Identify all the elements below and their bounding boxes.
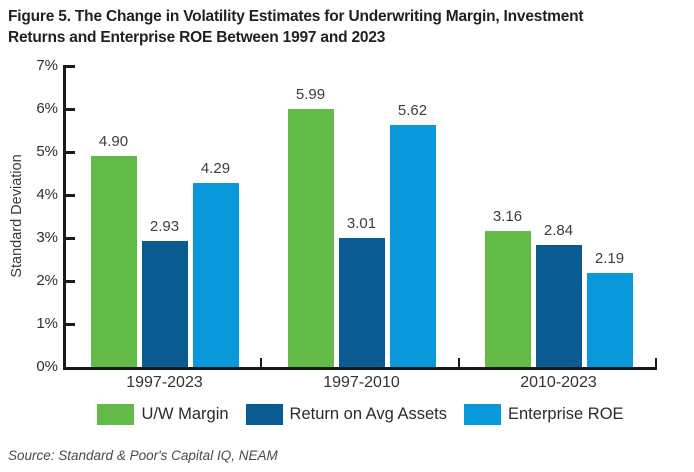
category-label: 2010-2023 bbox=[520, 374, 597, 391]
bar-value-label: 5.62 bbox=[397, 102, 428, 120]
bar-value-label: 2.93 bbox=[149, 218, 180, 236]
legend-label: Enterprise ROE bbox=[508, 405, 624, 423]
bar-column: 2.84 bbox=[535, 221, 582, 367]
y-tick-label: 4% bbox=[36, 186, 58, 203]
bar-value-label: 4.29 bbox=[200, 159, 231, 177]
bar-value-label: 5.99 bbox=[295, 86, 326, 104]
source-note: Source: Standard & Poor's Capital IQ, NE… bbox=[8, 448, 278, 463]
legend-swatch bbox=[97, 404, 135, 425]
bar bbox=[338, 237, 385, 367]
y-tick-label: 6% bbox=[36, 100, 58, 117]
legend: U/W Margin Return on Avg Assets Enterprise… bbox=[65, 404, 656, 425]
chart-title-line1: Figure 5. The Change in Volatility Estim… bbox=[8, 8, 584, 25]
y-tick-mark bbox=[66, 65, 75, 68]
chart-title-line2: Returns and Enterprise ROE Between 1997 … bbox=[8, 29, 386, 46]
category-label: 1997-2023 bbox=[126, 374, 203, 391]
legend-item: U/W Margin bbox=[97, 404, 229, 425]
y-tick-mark bbox=[66, 237, 75, 240]
y-tick-mark bbox=[66, 151, 75, 154]
legend-label: U/W Margin bbox=[141, 405, 229, 423]
bar-value-label: 4.90 bbox=[98, 133, 129, 151]
bar bbox=[484, 231, 531, 367]
bar-column: 3.16 bbox=[484, 208, 531, 367]
y-tick-mark bbox=[66, 108, 75, 111]
x-axis-category-labels: 1997-2023 1997-2010 2010-2023 bbox=[66, 374, 657, 392]
bar-column: 3.01 bbox=[338, 214, 385, 367]
x-axis-line bbox=[63, 367, 657, 370]
bar-value-label: 3.01 bbox=[346, 214, 377, 232]
bar bbox=[141, 241, 188, 367]
bar-column: 4.29 bbox=[192, 159, 239, 367]
y-axis-tick-labels: 0% 1% 2% 3% 4% 5% 6% 7% bbox=[14, 0, 58, 400]
bar-column: 4.90 bbox=[90, 133, 137, 367]
bar-group: 5.99 3.01 5.62 bbox=[263, 66, 460, 367]
y-tick-label: 3% bbox=[36, 229, 58, 246]
bar-value-label: 2.19 bbox=[594, 249, 625, 267]
y-tick-mark bbox=[66, 194, 75, 197]
y-tick-label: 2% bbox=[36, 272, 58, 289]
bar-column: 2.19 bbox=[586, 249, 633, 367]
legend-swatch bbox=[245, 404, 283, 425]
chart-title: Figure 5. The Change in Volatility Estim… bbox=[8, 6, 584, 48]
x-tick-mark bbox=[457, 358, 461, 367]
x-tick-mark bbox=[654, 358, 657, 367]
legend-swatch bbox=[464, 404, 501, 425]
bar-value-label: 3.16 bbox=[492, 208, 523, 226]
bar bbox=[586, 272, 633, 367]
y-tick-label: 0% bbox=[36, 358, 58, 375]
y-tick-label: 7% bbox=[36, 57, 58, 74]
plot-area: 4.90 2.93 4.29 5.99 3.01 5.62 3.16 2.84 2.19 bbox=[66, 66, 657, 367]
bar bbox=[287, 109, 334, 367]
legend-item: Return on Avg Assets bbox=[245, 404, 447, 425]
x-tick-mark bbox=[259, 358, 263, 367]
category-label: 1997-2010 bbox=[323, 374, 400, 391]
bar-column: 5.62 bbox=[389, 102, 436, 367]
y-axis-line bbox=[63, 65, 66, 370]
legend-item: Enterprise ROE bbox=[464, 404, 624, 425]
bar-column: 2.93 bbox=[141, 218, 188, 367]
bar bbox=[90, 156, 137, 367]
bar-group: 4.90 2.93 4.29 bbox=[66, 66, 263, 367]
y-tick-label: 1% bbox=[36, 315, 58, 332]
y-tick-label: 5% bbox=[36, 143, 58, 160]
bar-value-label: 2.84 bbox=[543, 221, 574, 239]
bar bbox=[192, 182, 239, 367]
bar bbox=[389, 125, 436, 367]
y-tick-mark bbox=[66, 323, 75, 326]
legend-label: Return on Avg Assets bbox=[289, 405, 447, 423]
y-tick-mark bbox=[66, 280, 75, 283]
bar-group: 3.16 2.84 2.19 bbox=[460, 66, 657, 367]
bar-column: 5.99 bbox=[287, 86, 334, 367]
bar bbox=[535, 244, 582, 367]
